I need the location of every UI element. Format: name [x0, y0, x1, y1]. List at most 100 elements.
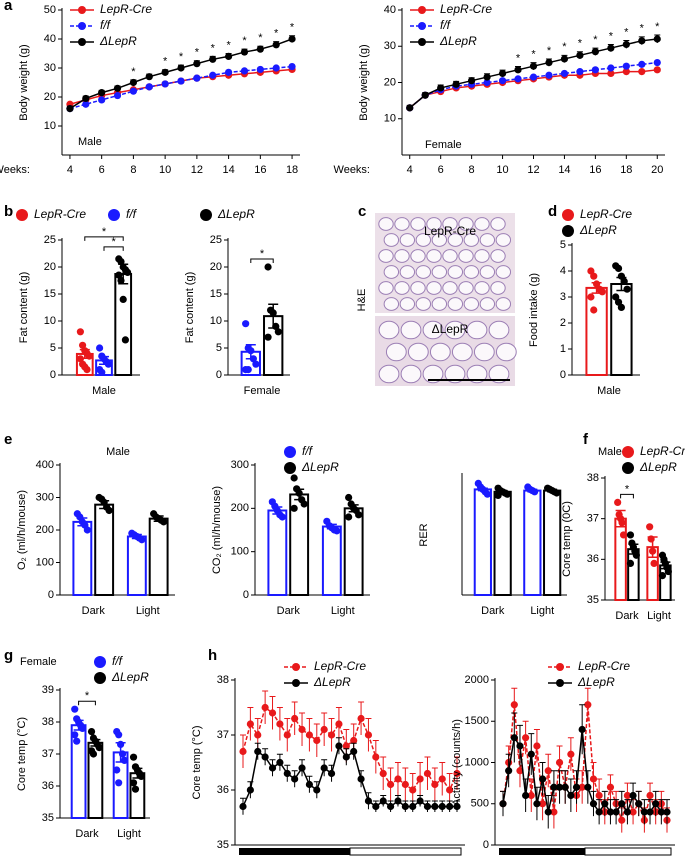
x-tick-label: 8: [469, 164, 475, 176]
legend-label: f/f: [112, 654, 124, 668]
chart: d 0 1 2 3 4 5 Food intake (g) LepR-Cre ΔLepR Male: [528, 203, 640, 397]
y-tick-label: 200: [231, 502, 249, 514]
data-point: [276, 758, 284, 767]
error-bar: [132, 767, 143, 779]
error-bar: [115, 742, 126, 763]
y-tick-label: 300: [231, 459, 249, 471]
y-tick-label: 500: [471, 798, 489, 810]
y-tick-label: 0: [48, 589, 54, 601]
cell: [415, 233, 432, 247]
data-point: [242, 320, 250, 328]
data-point: [529, 62, 538, 70]
x-tick-label: Dark: [75, 828, 99, 840]
y-tick-label: 2000: [465, 674, 489, 686]
data-point: [607, 64, 615, 72]
legend-label: ΔLepR: [217, 207, 255, 221]
data-point: [421, 91, 429, 99]
significance-label: *: [85, 690, 90, 702]
cell: [479, 233, 496, 247]
data-point: [589, 775, 598, 783]
legend-symbol: [418, 22, 426, 30]
data-point: [246, 720, 254, 728]
data-point: [622, 40, 630, 49]
cell: [479, 297, 496, 311]
y-axis-label: Body weight (g): [18, 44, 30, 120]
panel-letter: e: [4, 431, 12, 448]
data-point: [264, 263, 272, 271]
data-point: [160, 518, 168, 526]
data-point: [510, 734, 518, 742]
significance-marker: *: [531, 48, 536, 60]
data-point: [606, 808, 615, 816]
legend-symbol: [556, 663, 564, 671]
data-point: [98, 89, 106, 97]
data-point: [533, 800, 541, 808]
data-point: [544, 767, 552, 775]
cell: [399, 265, 416, 279]
significance-marker: *: [274, 28, 279, 40]
cell: [474, 217, 490, 231]
significance-marker: *: [211, 42, 216, 54]
data-point: [606, 783, 615, 791]
data-point: [300, 500, 308, 508]
cell: [407, 342, 429, 362]
bar: [267, 509, 288, 596]
data-point: [516, 742, 524, 750]
error-bar: [628, 543, 639, 555]
cell: [463, 233, 480, 247]
y-tick-label: 2: [560, 317, 566, 329]
data-point: [244, 366, 252, 374]
y-tick-label: 1: [560, 343, 566, 355]
data-point: [522, 791, 530, 800]
data-point: [646, 523, 654, 531]
data-point: [335, 742, 343, 750]
cell: [442, 249, 458, 263]
x-axis-label: Weeks:: [334, 164, 370, 176]
data-point: [468, 77, 476, 85]
data-point: [83, 366, 91, 374]
data-point: [350, 747, 358, 756]
data-point: [498, 69, 507, 78]
cell: [442, 217, 458, 231]
error-bar: [153, 515, 164, 522]
data-point: [567, 750, 575, 758]
x-tick-label: 4: [67, 164, 73, 176]
data-point: [394, 775, 402, 783]
data-point: [278, 513, 286, 521]
cell: [447, 265, 464, 279]
error-bar: [272, 506, 283, 515]
y-tick-label: 0: [50, 369, 56, 381]
data-point: [394, 797, 402, 805]
cell: [488, 364, 510, 384]
cell: [378, 364, 400, 384]
data-point: [345, 493, 353, 502]
y-tick-label: 36: [217, 784, 229, 796]
light-period: [584, 847, 672, 856]
data-point: [313, 736, 321, 745]
legend-symbol: [292, 679, 300, 687]
data-point: [290, 504, 298, 512]
y-tick-label: 100: [231, 546, 249, 558]
data-point: [240, 67, 249, 75]
x-tick-label: 18: [286, 164, 298, 176]
legend-label: ΔLepR: [577, 675, 615, 689]
light-period: [349, 847, 462, 856]
bar: [493, 490, 512, 596]
significance-marker: *: [547, 45, 552, 57]
data-point: [239, 802, 247, 811]
cell: [383, 233, 400, 247]
y-tick-label: 38: [587, 472, 599, 484]
data-point: [578, 725, 586, 734]
error-bar: [118, 263, 129, 285]
data-point: [499, 800, 507, 808]
y-tick-label: 37: [217, 729, 229, 741]
data-point: [527, 791, 535, 800]
bar: [126, 535, 147, 596]
x-tick-label: Light: [331, 605, 355, 617]
data-point: [431, 802, 439, 811]
significance-bracket: [620, 493, 634, 499]
y-tick-label: 36: [587, 553, 599, 565]
series-line: [242, 744, 457, 808]
data-point: [357, 714, 365, 723]
